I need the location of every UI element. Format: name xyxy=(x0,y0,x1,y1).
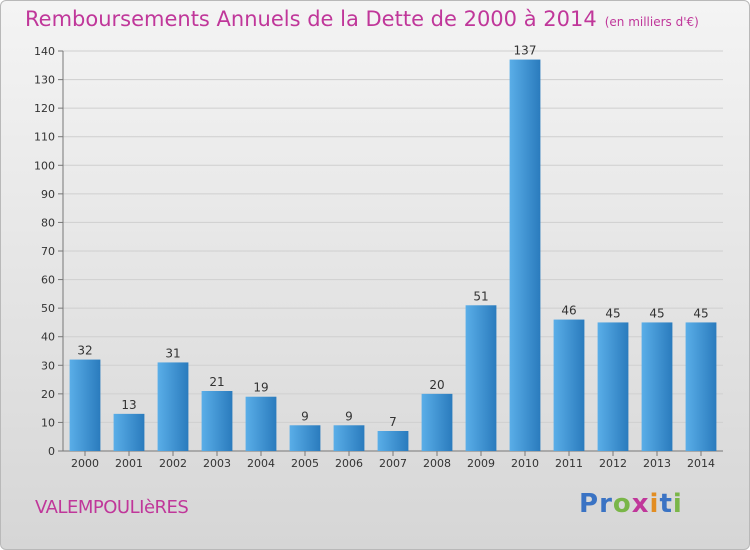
bar xyxy=(641,322,673,451)
bar xyxy=(509,59,541,451)
bar xyxy=(333,425,365,451)
bar xyxy=(157,362,189,451)
y-tick-label: 0 xyxy=(48,445,55,458)
x-tick-label: 2007 xyxy=(379,457,407,470)
value-label: 13 xyxy=(121,398,136,412)
bar xyxy=(245,396,277,451)
y-tick-label: 40 xyxy=(41,331,55,344)
value-label: 32 xyxy=(77,344,92,358)
y-tick-label: 70 xyxy=(41,245,55,258)
bar xyxy=(421,393,453,451)
y-tick-label: 130 xyxy=(34,74,55,87)
x-tick-label: 2010 xyxy=(511,457,539,470)
x-tick-label: 2003 xyxy=(203,457,231,470)
x-tick-label: 2001 xyxy=(115,457,143,470)
value-label: 9 xyxy=(301,409,309,423)
value-label: 31 xyxy=(165,346,180,360)
bar xyxy=(201,391,233,451)
y-tick-label: 20 xyxy=(41,388,55,401)
bars xyxy=(69,59,717,451)
x-tick-label: 2011 xyxy=(555,457,583,470)
value-label: 46 xyxy=(561,304,576,318)
x-tick-label: 2005 xyxy=(291,457,319,470)
proxiti-logo: Proxiti xyxy=(579,489,683,519)
x-tick-label: 2012 xyxy=(599,457,627,470)
value-label: 45 xyxy=(693,306,708,320)
x-tick-label: 2006 xyxy=(335,457,363,470)
y-tick-label: 120 xyxy=(34,102,55,115)
y-tick-label: 60 xyxy=(41,274,55,287)
y-tick-label: 10 xyxy=(41,416,55,429)
y-tick-label: 140 xyxy=(34,45,55,58)
x-tick-label: 2002 xyxy=(159,457,187,470)
bar xyxy=(553,319,585,451)
y-tick-label: 30 xyxy=(41,359,55,372)
x-tick-label: 2000 xyxy=(71,457,99,470)
x-tick-label: 2014 xyxy=(687,457,715,470)
x-tick-label: 2008 xyxy=(423,457,451,470)
value-label: 7 xyxy=(389,415,397,429)
value-labels: 32 13 31 21 19 9 9 7 20 51 137 46 45 45 45 xyxy=(77,44,708,429)
tick-labels: 0 10 20 30 40 50 60 70 80 90 100 110 120 130 140 2000 20… xyxy=(34,45,715,470)
y-tick-label: 90 xyxy=(41,188,55,201)
chart-unit: (en milliers d'€) xyxy=(604,15,699,29)
y-tick-label: 100 xyxy=(34,159,55,172)
y-tick-label: 110 xyxy=(34,131,55,144)
value-label: 21 xyxy=(209,375,224,389)
x-tick-label: 2013 xyxy=(643,457,671,470)
value-label: 9 xyxy=(345,409,353,423)
value-label: 20 xyxy=(429,378,444,392)
bar xyxy=(465,305,497,451)
bar xyxy=(597,322,629,451)
y-tick-label: 80 xyxy=(41,216,55,229)
bar xyxy=(377,431,409,451)
value-label: 137 xyxy=(514,44,537,58)
bar xyxy=(289,425,321,451)
chart-title: Remboursements Annuels de la Dette de 20… xyxy=(25,7,699,31)
value-label: 45 xyxy=(605,306,620,320)
bar xyxy=(685,322,717,451)
x-tick-label: 2009 xyxy=(467,457,495,470)
bar xyxy=(113,413,145,451)
y-tick-label: 50 xyxy=(41,302,55,315)
bar xyxy=(69,359,101,451)
value-label: 45 xyxy=(649,306,664,320)
chart-title-text: Remboursements Annuels de la Dette de 20… xyxy=(25,7,597,31)
commune-name: VALEMPOULIèRES xyxy=(35,497,189,518)
x-tick-label: 2004 xyxy=(247,457,275,470)
value-label: 19 xyxy=(253,381,268,395)
value-label: 51 xyxy=(473,289,488,303)
